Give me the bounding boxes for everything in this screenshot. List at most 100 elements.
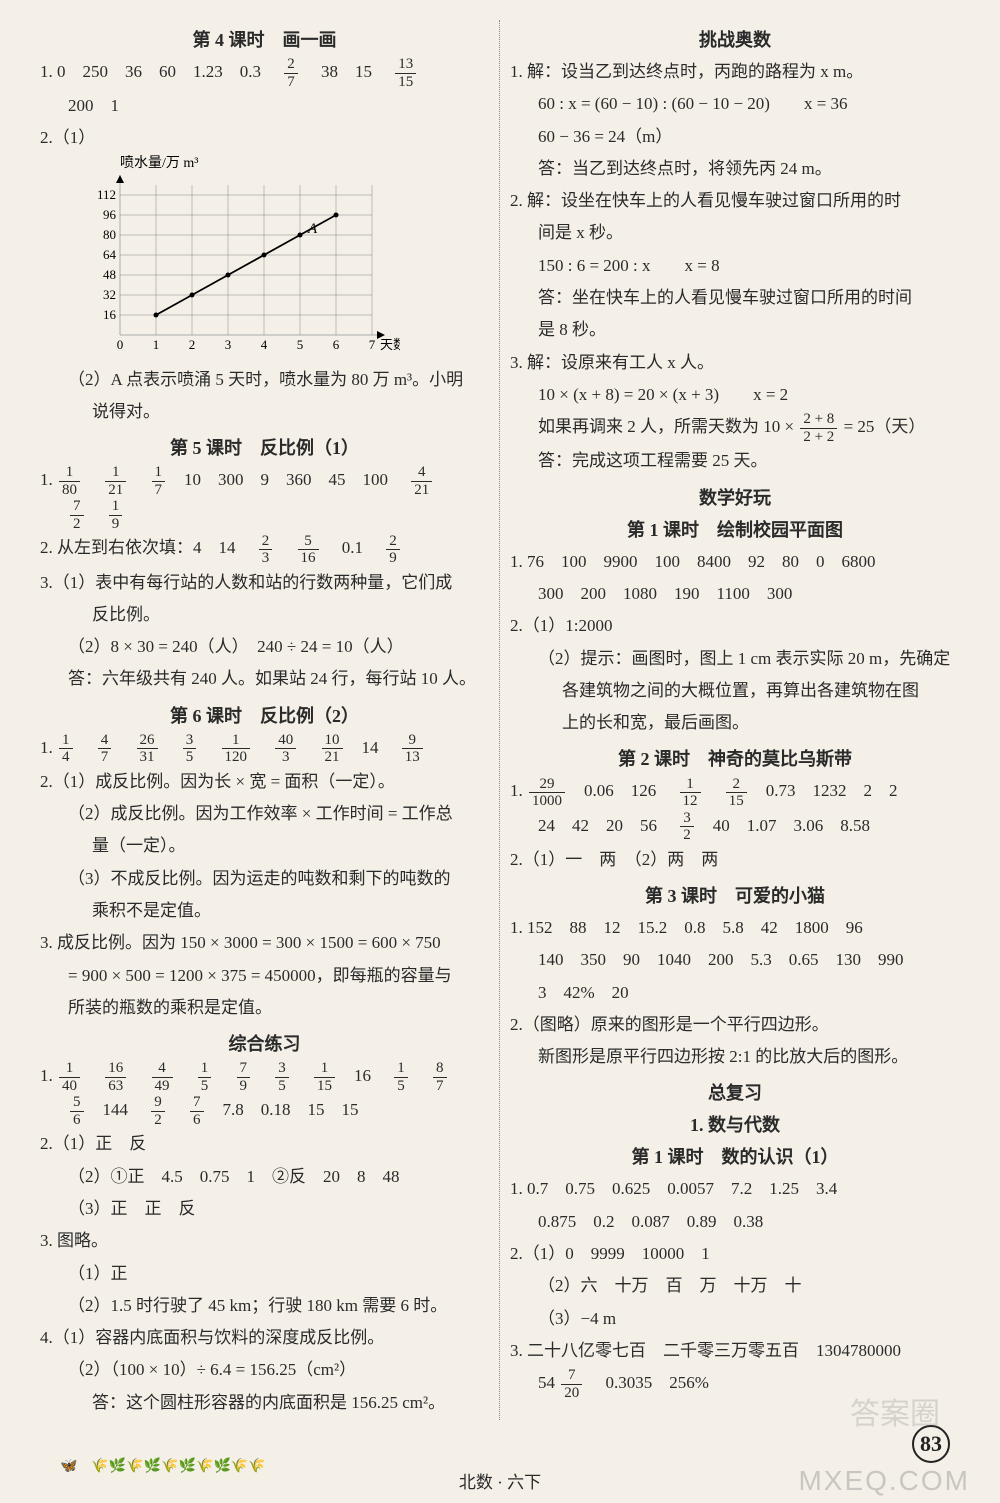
frac: 56: [70, 1094, 84, 1128]
r2q2c: 各建筑物之间的大概位置，再算出各建筑物在图: [562, 675, 960, 707]
r3q2a: 2.（1）0 9999 10000 1: [510, 1238, 960, 1270]
spray-chart: 喷水量/万 m³: [80, 155, 489, 360]
svg-text:1: 1: [153, 337, 160, 352]
x-axis-label: 天数: [380, 337, 400, 352]
left-column: 第 4 课时 画一画 1. 0 250 36 60 1.23 0.3 27 38…: [30, 20, 500, 1420]
frac: 14: [59, 732, 73, 766]
frac: 23: [259, 533, 273, 567]
r1q3a: 3. 解：设原来有工人 x 人。: [510, 347, 960, 379]
zonghe-title: 综合练习: [40, 1030, 489, 1056]
zongfuxi-title: 总复习: [510, 1079, 960, 1105]
r1q2b: 间是 x 秒。: [538, 217, 960, 249]
r3q1b: 0.875 0.2 0.087 0.89 0.38: [538, 1206, 960, 1238]
frac: 19: [109, 498, 123, 532]
s4q1a: 1. 140 1663 449 15 79 35 115 16 15 87: [40, 1060, 489, 1094]
s2q3b: 反比例。: [92, 599, 489, 631]
r1q3d: 答：完成这项工程需要 25 天。: [538, 445, 960, 477]
text: 0.3035 256%: [589, 1373, 709, 1392]
frac: 92: [151, 1094, 165, 1128]
frac: 913: [402, 732, 423, 766]
s2q1b: 72 19: [68, 498, 489, 532]
r3q3a: 3. 二十八亿零七百 二千零三万零五百 1304780000: [510, 1335, 960, 1367]
svg-text:80: 80: [103, 227, 116, 242]
r1q1c: 60 − 36 = 24（m）: [538, 121, 960, 153]
r2q2a: 2.（1）1:2000: [510, 610, 960, 642]
s3q2c: 量（一定）。: [92, 830, 489, 862]
r2q2f: 2.（图略）原来的图形是一个平行四边形。: [510, 1009, 960, 1041]
text: 2. 从左到右依次填：4 14: [40, 538, 253, 557]
s3q2e: 乘积不是定值。: [92, 895, 489, 927]
s4q4b: （2）（100 × 10）÷ 6.4 = 156.25（cm²）: [68, 1354, 489, 1386]
r2q1b: 300 200 1080 190 1100 300: [538, 578, 960, 610]
r1q2e: 是 8 秒。: [538, 314, 960, 346]
r2q2e: 2.（1）一 两 （2）两 两: [510, 844, 960, 876]
s4q2c: （3）正 正 反: [68, 1193, 489, 1225]
r1q3c: 如果再调来 2 人，所需天数为 10 × 2 + 82 + 2 = 25（天）: [538, 411, 960, 445]
s3q3b: = 900 × 500 = 1200 × 375 = 450000，即每瓶的容量…: [68, 960, 489, 992]
r2q2d: 上的长和宽，最后画图。: [562, 707, 960, 739]
frac: 29: [386, 533, 400, 567]
svg-text:32: 32: [103, 287, 116, 302]
s4q3a: 3. 图略。: [40, 1225, 489, 1257]
shuxuehaowan-title: 数学好玩: [510, 484, 960, 510]
svg-text:2: 2: [189, 337, 196, 352]
frac: 180: [59, 464, 80, 498]
s4q3c: （2）1.5 时行驶了 45 km；行驶 180 km 需要 6 时。: [68, 1290, 489, 1322]
frac: 140: [59, 1060, 80, 1094]
svg-text:6: 6: [333, 337, 340, 352]
frac: 403: [275, 732, 296, 766]
s4q2a: 2.（1）正 反: [40, 1128, 489, 1160]
r1q1b: 60 : x = (60 − 10) : (60 − 10 − 20) x = …: [538, 88, 960, 120]
svg-text:3: 3: [225, 337, 232, 352]
frac: 1021: [322, 732, 343, 766]
s3q2b: （2）成反比例。因为工作效率 × 工作时间 = 工作总: [68, 798, 489, 830]
text: = 25（天）: [844, 417, 926, 436]
r1q1d: 答：当乙到达终点时，将领先丙 24 m。: [538, 153, 960, 185]
r1q2c: 150 : 6 = 200 : x x = 8: [538, 250, 960, 282]
frac: 79: [237, 1060, 251, 1094]
text: 0.1: [325, 538, 380, 557]
frac-2-7: 27: [284, 56, 298, 90]
frac: 115: [314, 1060, 335, 1094]
frac: 15: [394, 1060, 408, 1094]
frac: 720: [561, 1367, 582, 1401]
frac: 1120: [222, 732, 251, 766]
frac: 76: [190, 1094, 204, 1128]
s3q1: 1. 14 47 2631 35 1120 403 1021 14 913: [40, 732, 489, 766]
s2q3a: 3.（1）表中有每行站的人数和站的行数两种量，它们成: [40, 567, 489, 599]
r2q1g: 3 42% 20: [538, 977, 960, 1009]
right-column: 挑战奥数 1. 解：设当乙到达终点时，丙跑的路程为 x m。 60 : x = …: [500, 20, 970, 1420]
q1-line: 1. 0 250 36 60 1.23 0.3 27 38 15 1315: [40, 56, 489, 90]
sub1-title: 第 1 课时 绘制校园平面图: [510, 516, 960, 542]
r2q2b: （2）提示：画图时，图上 1 cm 表示实际 20 m，先确定: [538, 643, 960, 675]
lesson-5-title: 第 5 课时 反比例（1）: [40, 434, 489, 460]
frac: 2 + 82 + 2: [800, 411, 837, 445]
r2q1c: 1. 291000 0.06 126 112 215 0.73 1232 2 2: [510, 775, 960, 809]
frac: 121: [105, 464, 126, 498]
frac-13-15: 1315: [395, 56, 416, 90]
frac: 32: [680, 810, 694, 844]
frac: 1663: [105, 1060, 126, 1094]
text: 54: [538, 1373, 559, 1392]
frac: 449: [152, 1060, 173, 1094]
frac: 47: [98, 732, 112, 766]
lesson-6-title: 第 6 课时 反比例（2）: [40, 702, 489, 728]
shu-renshi-title: 第 1 课时 数的认识（1）: [510, 1143, 960, 1169]
svg-text:0: 0: [117, 337, 124, 352]
svg-text:64: 64: [103, 247, 117, 262]
lesson-4-title: 第 4 课时 画一画: [40, 26, 489, 52]
frac: 15: [198, 1060, 212, 1094]
s2q3d: 答：六年级共有 240 人。如果站 24 行，每行站 10 人。: [68, 663, 489, 695]
s4q1b: 56 144 92 76 7.8 0.18 15 15: [68, 1094, 489, 1128]
svg-text:5: 5: [297, 337, 304, 352]
frac: 421: [411, 464, 432, 498]
q2c: 说得对。: [92, 396, 489, 428]
q1-line2: 200 1: [68, 90, 489, 122]
r1q2d: 答：坐在快车上的人看见慢车驶过窗口所用的时间: [538, 282, 960, 314]
point-a-label: A: [307, 221, 318, 237]
svg-text:96: 96: [103, 207, 117, 222]
q2-label: 2.（1）: [40, 122, 489, 154]
s2q1: 1. 180 121 17 10 300 9 360 45 100 421: [40, 464, 489, 498]
watermark-cn: 答案圈: [850, 1389, 940, 1433]
r3q1a: 1. 0.7 0.75 0.625 0.0057 7.2 1.25 3.4: [510, 1173, 960, 1205]
